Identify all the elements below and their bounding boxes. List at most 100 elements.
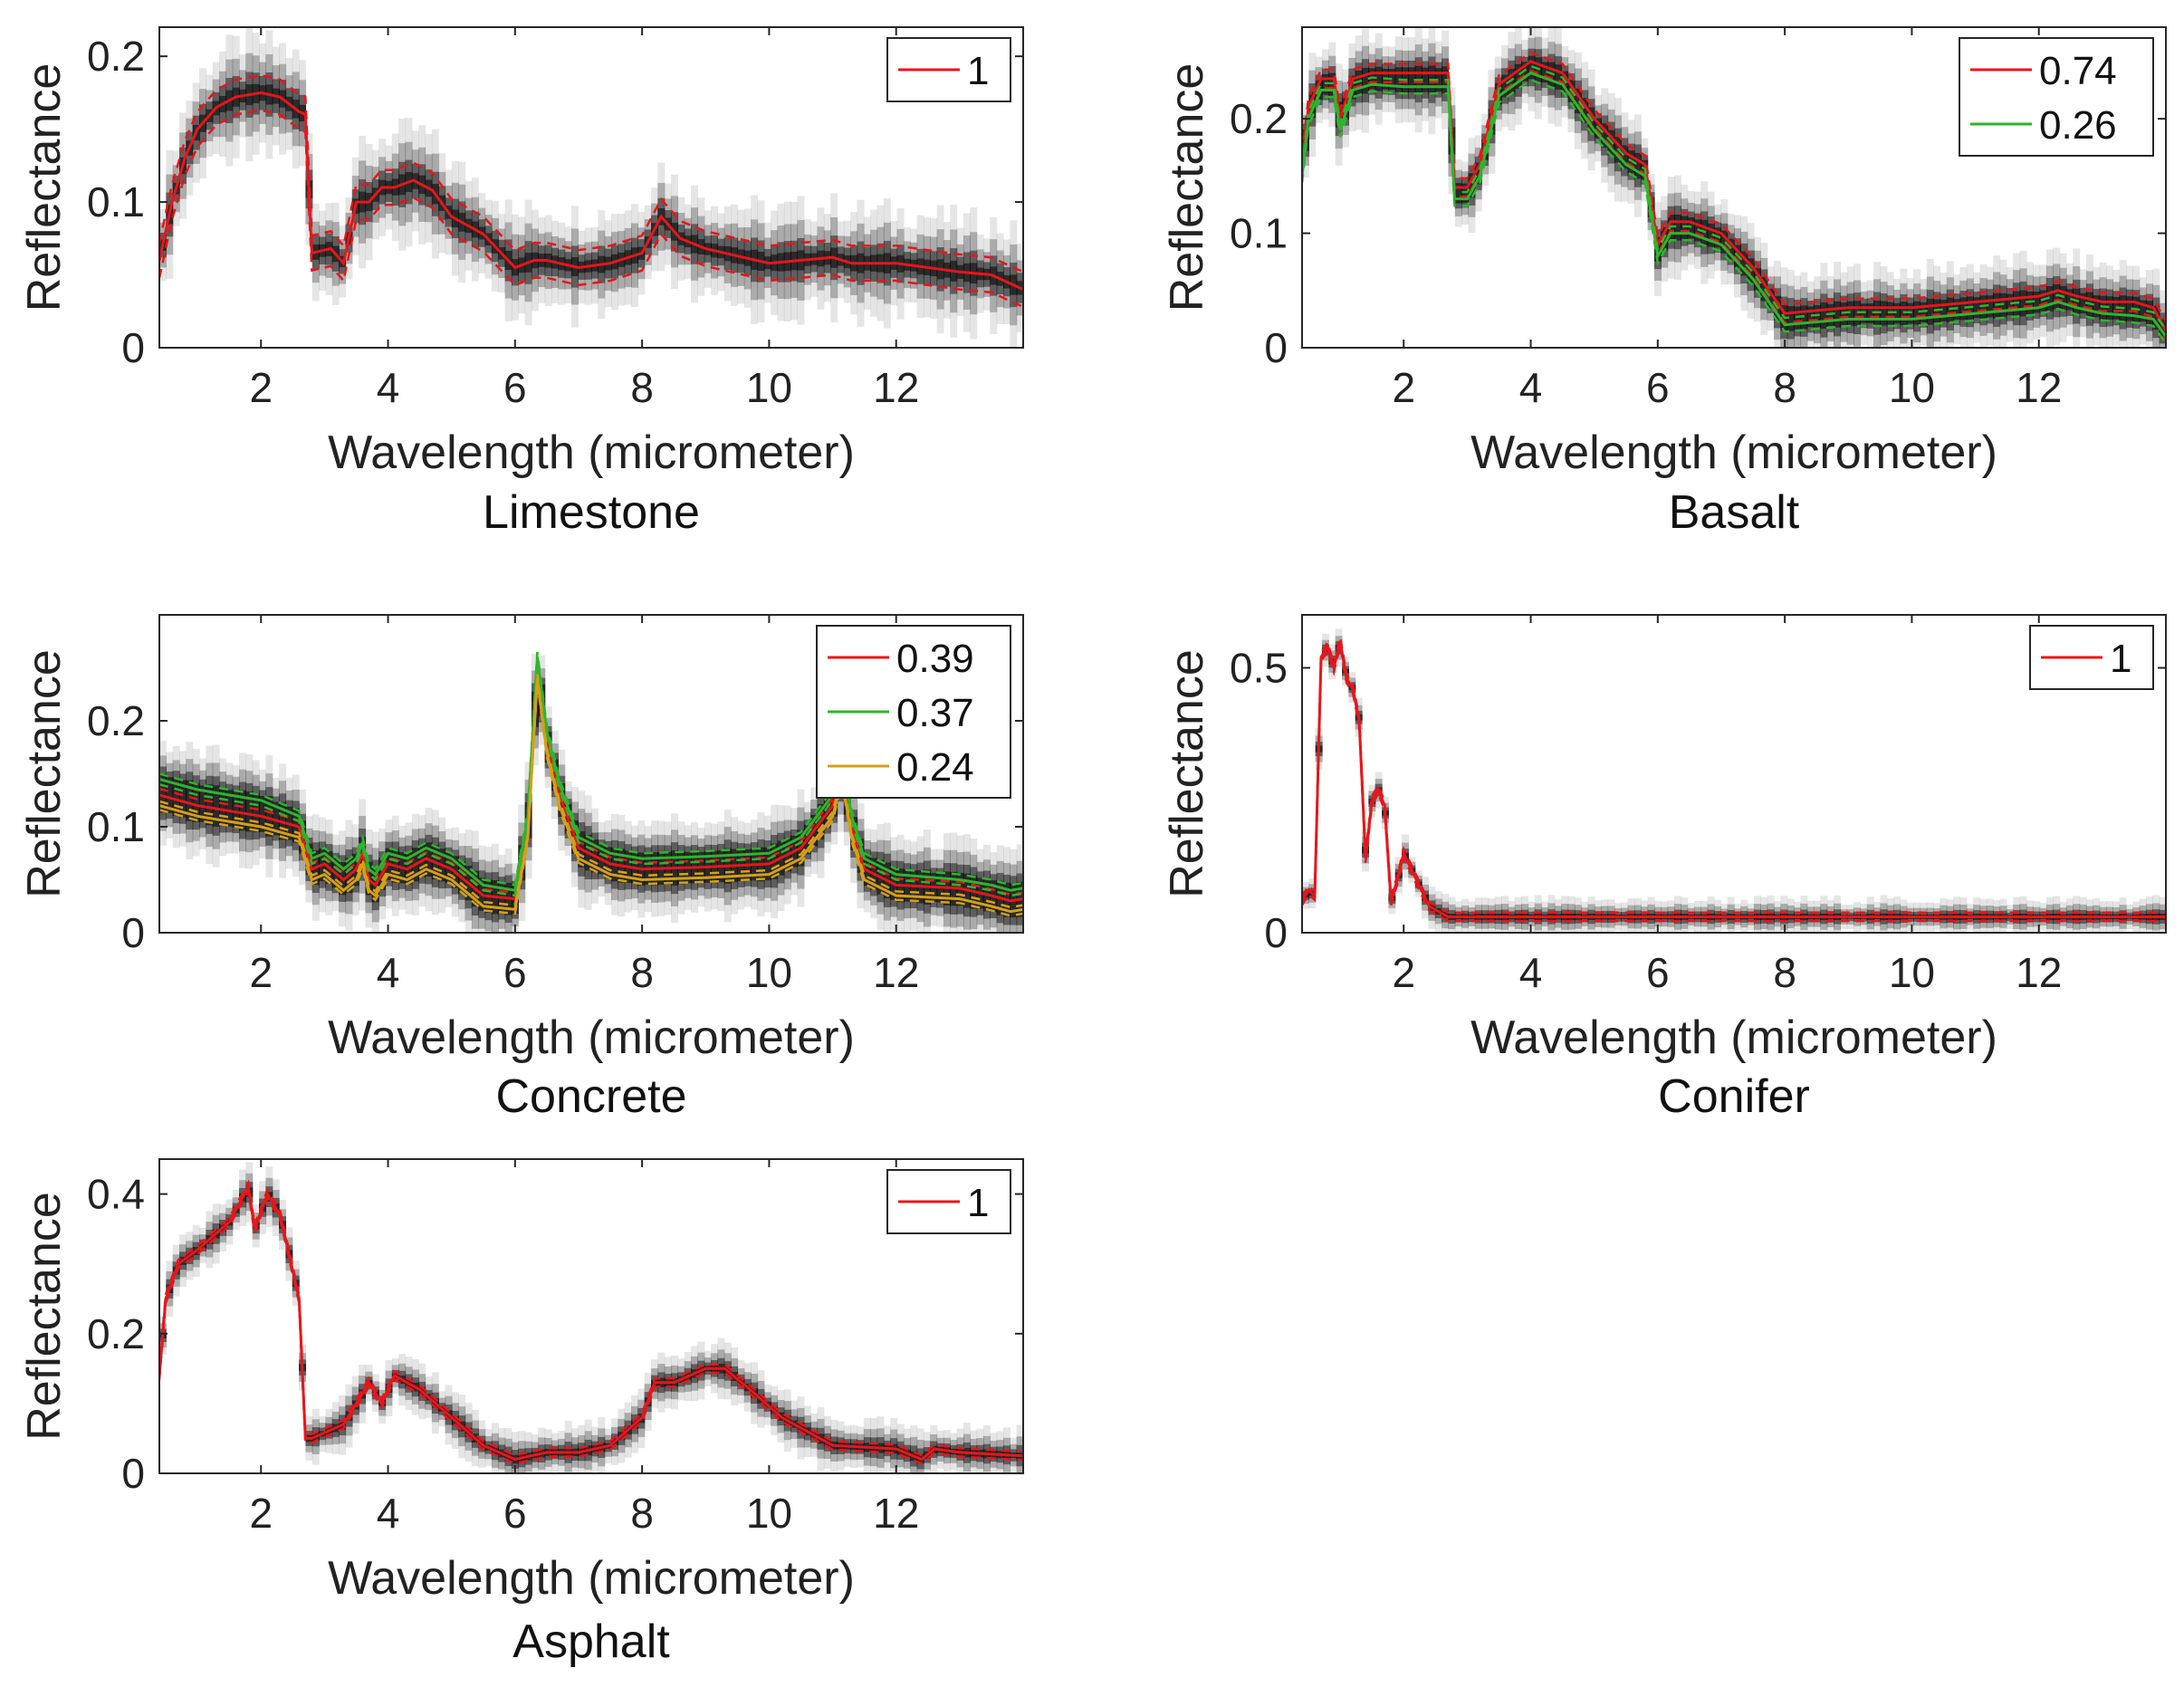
density-cell <box>2065 289 2074 311</box>
legend-label: 1 <box>2110 637 2131 681</box>
density-cell <box>1873 300 1882 327</box>
x-tick-label: 6 <box>503 1490 527 1537</box>
x-tick-label: 8 <box>630 364 654 411</box>
density-cell <box>1368 68 1376 90</box>
density-cell <box>1959 297 1968 321</box>
axes-box <box>158 26 1024 349</box>
x-tick-label: 12 <box>2016 949 2062 996</box>
legend-label: 0.24 <box>896 745 974 790</box>
y-tick-label: 0.5 <box>1230 645 1288 692</box>
density-cell <box>504 1428 512 1473</box>
axes-box <box>1301 26 2167 349</box>
density-cell <box>2006 293 2014 316</box>
x-tick-label: 2 <box>249 364 273 411</box>
density-cell <box>1740 251 1748 276</box>
density-cell <box>1806 306 1815 328</box>
x-tick-label: 8 <box>1773 364 1796 411</box>
density-cell <box>1854 301 1862 326</box>
density-cell <box>166 777 174 813</box>
density-cell <box>1940 300 1948 321</box>
density-cell <box>1581 98 1589 123</box>
density-cell <box>1840 302 1848 326</box>
density-cell <box>1501 74 1509 98</box>
legend-label: 1 <box>967 49 989 93</box>
x-axis-label: Wavelength (micrometer) <box>1470 427 1997 479</box>
series-line-0 <box>1302 640 2166 918</box>
density-cell <box>1375 66 1383 91</box>
density-cell <box>1633 152 1642 179</box>
density-cell <box>2105 296 2113 320</box>
density-cell <box>1786 306 1795 331</box>
axes-box <box>158 1158 1024 1474</box>
legend-label: 1 <box>967 1181 989 1225</box>
density-cell <box>1601 123 1609 149</box>
x-tick-label: 4 <box>1519 949 1543 996</box>
density-cell <box>1886 302 1894 325</box>
x-axis-label: Wavelength (micrometer) <box>328 1011 855 1064</box>
legend-label: 0.37 <box>896 691 974 735</box>
density-cell <box>159 773 167 813</box>
panel-caption: Limestone <box>483 486 700 539</box>
density-cell <box>1814 304 1821 328</box>
series-bound-upper-0 <box>1302 51 2166 322</box>
series-bound-lower-0 <box>1302 69 2166 340</box>
panel-caption: Asphalt <box>512 1616 670 1668</box>
density-cell <box>1906 302 1914 324</box>
x-tick-label: 4 <box>377 1490 400 1537</box>
y-tick-label: 0 <box>121 1450 145 1497</box>
density-cell <box>910 1425 918 1473</box>
y-tick-label: 0.1 <box>87 178 145 225</box>
density-cell <box>1767 288 1775 309</box>
density-cell <box>232 791 240 828</box>
axes-box <box>158 614 1024 934</box>
x-tick-label: 4 <box>377 364 400 411</box>
density-cell <box>1720 230 1729 254</box>
density-cell <box>272 801 280 836</box>
plot-area <box>1302 615 2166 933</box>
density-cell <box>2053 283 2061 310</box>
density-cell <box>1621 145 1629 169</box>
density-cell <box>1454 183 1462 204</box>
legend-label: 0.74 <box>2039 49 2117 93</box>
density-cell <box>1474 162 1482 185</box>
legend: 1 <box>2029 625 2154 690</box>
density-cell <box>1422 67 1430 92</box>
density-cell <box>1434 68 1442 92</box>
density-cell <box>1707 223 1715 247</box>
density-cell <box>1866 303 1874 324</box>
x-tick-label: 10 <box>1889 364 1935 411</box>
panel-caption: Basalt <box>1669 486 1800 539</box>
series-lines <box>159 651 1023 917</box>
y-tick-label: 0 <box>1264 324 1288 371</box>
x-tick-label: 12 <box>873 949 919 996</box>
density-cell <box>2159 290 2166 348</box>
y-axis-label: Reflectance <box>1161 63 1213 312</box>
density-cell <box>1880 301 1888 326</box>
density-cell <box>1016 1424 1023 1473</box>
panel-limestone: 2 4 6 8 10 12 0 0.1 0.2 Wavelength (micrometer) Re… <box>18 26 1024 539</box>
series-lines <box>159 73 1023 309</box>
density-cell <box>1986 295 1994 318</box>
density-cell <box>1673 214 1681 241</box>
density-cell <box>963 1423 971 1473</box>
density-cell <box>179 780 187 818</box>
density-cell <box>1727 238 1735 260</box>
density-cell <box>1554 64 1562 90</box>
y-tick-label: 0.1 <box>87 803 145 850</box>
density-cell <box>1860 303 1868 323</box>
legend-label: 0.26 <box>2039 103 2117 148</box>
y-tick-label: 0.2 <box>1230 95 1288 142</box>
panel-asphalt: 2 4 6 8 10 12 0 0.2 0.4 Wavelength (micrometer) Re… <box>18 1158 1024 1668</box>
legend: 1 <box>886 37 1011 102</box>
density-cell <box>1999 292 2007 318</box>
density-cell <box>1953 299 1961 320</box>
x-tick-label: 4 <box>1519 364 1543 411</box>
density-cell <box>252 792 260 832</box>
density-cell <box>206 784 214 826</box>
density-cell <box>2093 295 2101 318</box>
y-axis-label: Reflectance <box>18 63 71 312</box>
y-tick-label: 0.2 <box>87 1310 145 1357</box>
series-bound-lower-0 <box>159 109 1023 309</box>
density-cell <box>2039 290 2047 312</box>
